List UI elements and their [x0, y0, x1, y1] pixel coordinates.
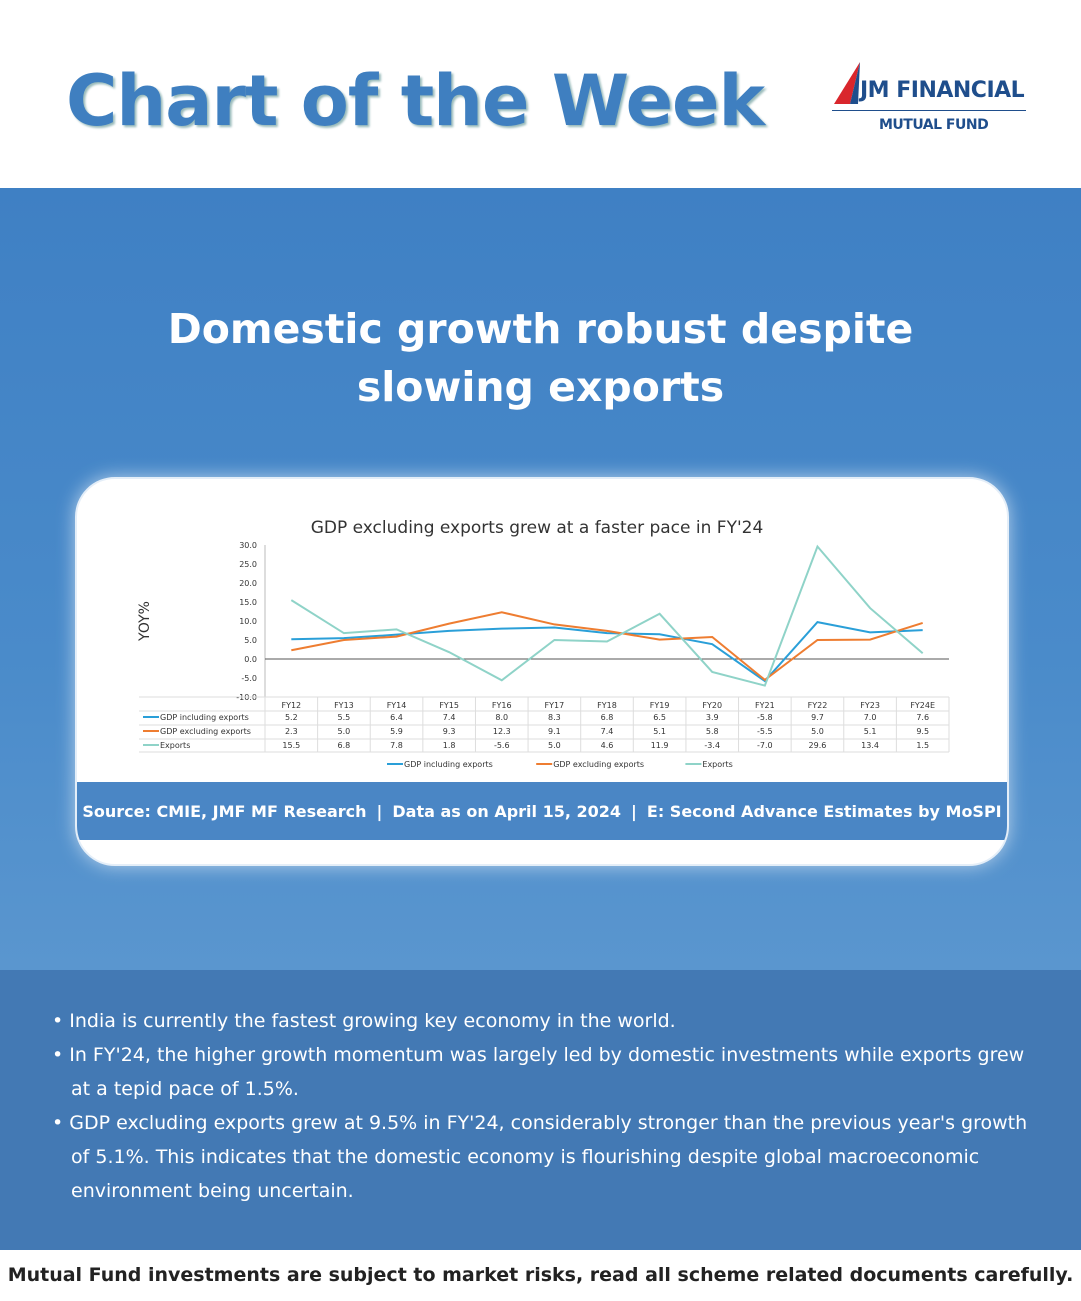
data-label: 9.1 — [548, 727, 561, 736]
data-label: 15.5 — [282, 741, 300, 750]
data-date: Data as on April 15, 2024 — [392, 801, 622, 821]
bullet-item: In FY'24, the higher growth momentum was… — [52, 1038, 1042, 1106]
x-tick-label: FY18 — [597, 701, 617, 710]
table-row-label: GDP excluding exports — [160, 727, 251, 736]
x-tick-label: FY15 — [439, 701, 459, 710]
data-label: 7.4 — [443, 713, 456, 722]
x-tick-label: FY19 — [650, 701, 670, 710]
header: Chart of the Week JM FINANCIAL MUTUAL FU… — [0, 0, 1081, 188]
data-label: -3.4 — [704, 741, 720, 750]
y-tick-label: 20.0 — [239, 579, 257, 588]
data-label: 4.6 — [601, 741, 614, 750]
x-tick-label: FY20 — [702, 701, 722, 710]
y-tick-label: 25.0 — [239, 560, 257, 569]
logo-text: JM FINANCIAL — [860, 78, 1025, 103]
data-label: -7.0 — [757, 741, 773, 750]
legend-entry: GDP excluding exports — [553, 760, 644, 769]
y-tick-label: 0.0 — [244, 655, 257, 664]
estimate-note: E: Second Advance Estimates by MoSPI — [646, 801, 1002, 821]
data-label: -5.5 — [757, 727, 773, 736]
legend-entry: Exports — [702, 760, 732, 769]
headline-line-1: Domestic growth robust despite — [167, 305, 914, 353]
x-tick-label: FY21 — [755, 701, 775, 710]
bullet-list: India is currently the fastest growing k… — [52, 1004, 1042, 1208]
data-label: 9.7 — [811, 713, 824, 722]
x-tick-label: FY22 — [808, 701, 828, 710]
data-label: 29.6 — [809, 741, 827, 750]
y-tick-label: 15.0 — [239, 598, 257, 607]
headline: Domestic growth robust despite slowing e… — [0, 300, 1081, 416]
data-label: 5.5 — [338, 713, 351, 722]
data-label: 5.0 — [548, 741, 561, 750]
y-tick-label: 30.0 — [239, 541, 257, 550]
x-tick-label: FY13 — [334, 701, 354, 710]
data-label: 7.8 — [390, 741, 403, 750]
data-label: 5.2 — [285, 713, 298, 722]
source-text: Source: CMIE, JMF MF Research — [82, 801, 367, 821]
x-tick-label: FY14 — [387, 701, 407, 710]
chart-card: GDP excluding exports grew at a faster p… — [75, 477, 1009, 866]
data-label: 5.0 — [811, 727, 824, 736]
data-label: -5.6 — [494, 741, 510, 750]
chart-title: GDP excluding exports grew at a faster p… — [311, 518, 764, 538]
data-label: 5.1 — [653, 727, 666, 736]
series-line-gdp-including-exports — [291, 621, 923, 683]
bullet-item: GDP excluding exports grew at 9.5% in FY… — [52, 1106, 1042, 1208]
data-label: 9.3 — [443, 727, 456, 736]
data-label: 6.4 — [390, 713, 403, 722]
data-label: 6.8 — [601, 713, 614, 722]
y-axis-label: YOY% — [137, 601, 153, 642]
data-label: 5.8 — [706, 727, 719, 736]
data-label: 12.3 — [493, 727, 511, 736]
data-label: 7.4 — [601, 727, 614, 736]
data-label: 6.8 — [338, 741, 351, 750]
data-label: 7.6 — [916, 713, 929, 722]
source-bar: Source: CMIE, JMF MF Research | Data as … — [77, 782, 1007, 840]
data-label: 3.9 — [706, 713, 719, 722]
data-label: 8.3 — [548, 713, 561, 722]
series-line-gdp-excluding-exports — [291, 611, 923, 682]
data-label: 2.3 — [285, 727, 298, 736]
data-label: 7.0 — [864, 713, 877, 722]
y-tick-label: 10.0 — [239, 617, 257, 626]
headline-line-2: slowing exports — [356, 363, 725, 411]
logo-sail-icon — [834, 62, 860, 104]
bullet-item: India is currently the fastest growing k… — [52, 1004, 1042, 1038]
x-tick-label: FY24E — [910, 701, 935, 710]
data-label: 5.9 — [390, 727, 403, 736]
x-tick-label: FY16 — [492, 701, 512, 710]
data-label: 13.4 — [861, 741, 879, 750]
data-label: 6.5 — [653, 713, 666, 722]
x-tick-label: FY23 — [860, 701, 880, 710]
legend-entry: GDP including exports — [404, 760, 493, 769]
series-line-exports — [290, 544, 924, 687]
table-row-label: Exports — [160, 741, 190, 750]
data-label: -5.8 — [757, 713, 773, 722]
y-tick-label: -5.0 — [241, 674, 257, 683]
line-chart: GDP excluding exports grew at a faster p… — [137, 518, 950, 769]
disclaimer: Mutual Fund investments are subject to m… — [7, 1264, 1074, 1286]
x-tick-label: FY17 — [545, 701, 565, 710]
data-label: 11.9 — [651, 741, 669, 750]
data-label: 1.5 — [916, 741, 929, 750]
logo-subtext: MUTUAL FUND — [879, 117, 989, 133]
y-tick-label: 5.0 — [244, 636, 257, 645]
data-label: 9.5 — [916, 727, 929, 736]
logo-divider — [832, 110, 1026, 111]
data-label: 8.0 — [495, 713, 508, 722]
table-row-label: GDP including exports — [160, 713, 249, 722]
separator: | — [376, 801, 383, 821]
data-label: 5.1 — [864, 727, 877, 736]
separator: | — [631, 801, 637, 821]
x-tick-label: FY12 — [281, 701, 301, 710]
page-title: Chart of the Week — [66, 60, 765, 142]
data-label: 1.8 — [443, 741, 456, 750]
data-label: 5.0 — [338, 727, 351, 736]
